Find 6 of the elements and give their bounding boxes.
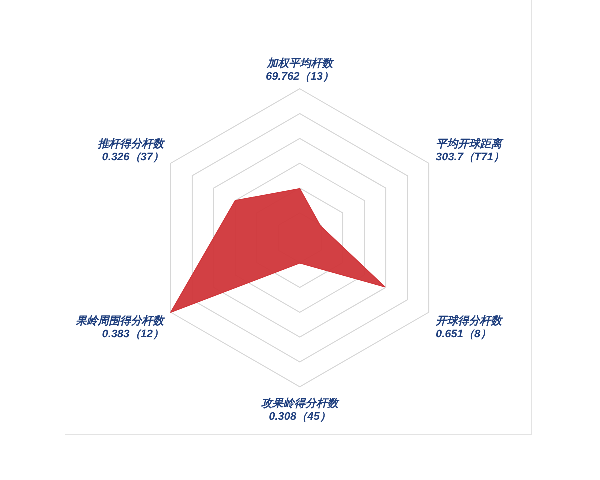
spoke-label: 平均开球距离 303.7（T71） — [436, 138, 504, 164]
spoke-label: 推杆得分杆数 0.326（37） — [97, 138, 166, 164]
spoke-label: 攻果岭得分杆数 0.308（45） — [262, 397, 340, 423]
spoke-label: 加权平均杆数 69.762（13） — [266, 57, 335, 83]
spoke-label: 果岭周围得分杆数 0.383（12） — [75, 314, 166, 340]
spoke-label: 开球得分杆数 0.651（8） — [434, 314, 504, 340]
